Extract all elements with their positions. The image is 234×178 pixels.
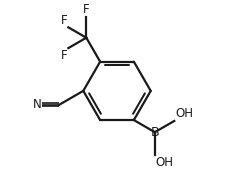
Text: F: F: [61, 49, 67, 62]
Text: N: N: [33, 98, 41, 111]
Text: OH: OH: [175, 107, 193, 120]
Text: B: B: [150, 126, 159, 139]
Text: F: F: [61, 14, 67, 27]
Text: F: F: [83, 3, 90, 16]
Text: OH: OH: [155, 156, 173, 169]
